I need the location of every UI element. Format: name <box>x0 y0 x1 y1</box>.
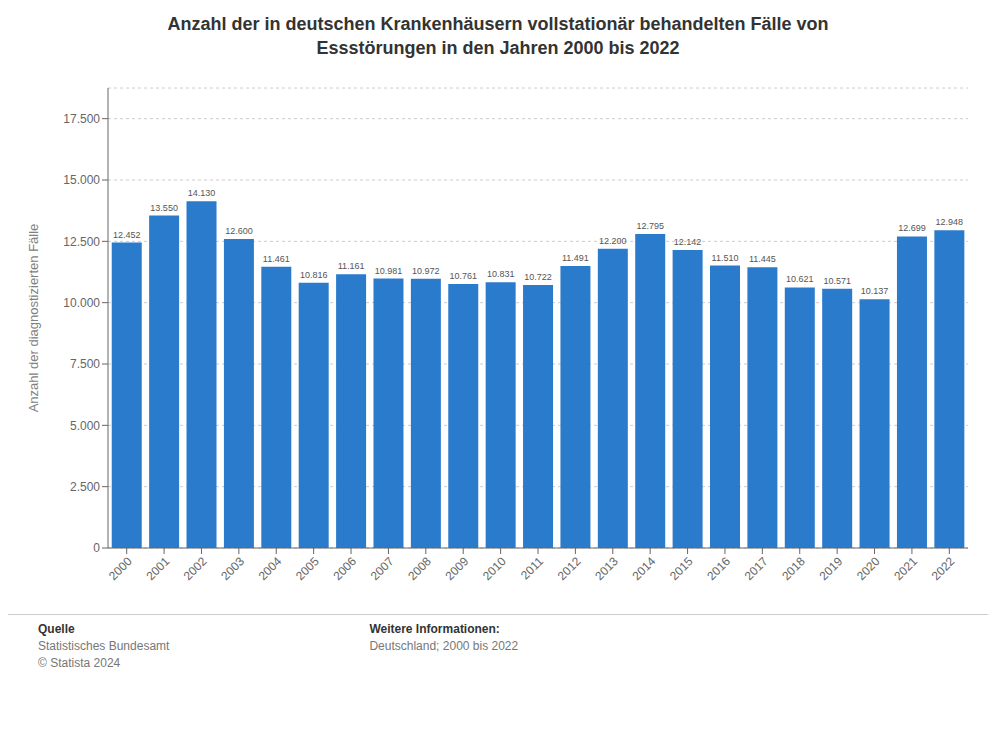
svg-text:2018: 2018 <box>779 554 808 583</box>
svg-text:15.000: 15.000 <box>63 173 100 187</box>
svg-text:2008: 2008 <box>405 554 434 583</box>
svg-text:0: 0 <box>93 541 100 555</box>
html-text:Quelle: Quelle <box>38 622 75 636</box>
svg-text:12.600: 12.600 <box>225 226 253 236</box>
svg-text:10.621: 10.621 <box>786 274 814 284</box>
svg-text:2001: 2001 <box>143 554 172 583</box>
svg-text:2010: 2010 <box>480 554 509 583</box>
svg-text:12.948: 12.948 <box>936 217 964 227</box>
svg-text:10.571: 10.571 <box>823 276 851 286</box>
svg-text:13.550: 13.550 <box>150 203 178 213</box>
svg-text:2002: 2002 <box>181 554 210 583</box>
svg-text:10.972: 10.972 <box>412 266 440 276</box>
svg-text:5.000: 5.000 <box>70 419 100 433</box>
svg-text:2012: 2012 <box>555 554 584 583</box>
svg-text:10.831: 10.831 <box>487 269 515 279</box>
svg-text:12.699: 12.699 <box>898 223 926 233</box>
html-text:© Statista 2024: © Statista 2024 <box>38 656 121 670</box>
svg-text:10.137: 10.137 <box>861 286 889 296</box>
svg-text:2015: 2015 <box>667 554 696 583</box>
html-text:Weitere Informationen:: Weitere Informationen: <box>369 622 500 636</box>
html-text:Statistisches Bundesamt: Statistisches Bundesamt <box>38 639 170 653</box>
svg-text:Anzahl der diagnostizierten Fä: Anzahl der diagnostizierten Fälle <box>26 224 41 413</box>
svg-text:10.761: 10.761 <box>449 271 477 281</box>
svg-text:2004: 2004 <box>256 554 285 583</box>
svg-text:2013: 2013 <box>592 554 621 583</box>
html-text:Deutschland; 2000 bis 2022: Deutschland; 2000 bis 2022 <box>369 639 519 653</box>
svg-text:12.142: 12.142 <box>674 237 702 247</box>
svg-text:10.722: 10.722 <box>524 272 552 282</box>
svg-text:2006: 2006 <box>330 554 359 583</box>
svg-text:2017: 2017 <box>742 554 771 583</box>
svg-text:2003: 2003 <box>218 554 247 583</box>
svg-text:11.491: 11.491 <box>562 253 589 263</box>
svg-text:11.510: 11.510 <box>712 253 739 263</box>
svg-text:7.500: 7.500 <box>70 357 100 371</box>
svg-text:10.000: 10.000 <box>63 296 100 310</box>
svg-text:12.795: 12.795 <box>636 221 664 231</box>
svg-text:10.981: 10.981 <box>375 266 403 276</box>
svg-text:2016: 2016 <box>704 554 733 583</box>
svg-text:2014: 2014 <box>630 554 659 583</box>
svg-text:14.130: 14.130 <box>188 188 216 198</box>
svg-text:2019: 2019 <box>816 554 845 583</box>
svg-text:2005: 2005 <box>293 554 322 583</box>
html-text:Anzahl der in deutschen Kranke: Anzahl der in deutschen Krankenhäusern v… <box>167 14 829 58</box>
svg-text:11.445: 11.445 <box>749 254 776 264</box>
svg-text:11.161: 11.161 <box>338 261 365 271</box>
svg-text:12.452: 12.452 <box>113 230 141 240</box>
svg-text:2.500: 2.500 <box>70 480 100 494</box>
svg-text:2000: 2000 <box>106 554 135 583</box>
svg-text:2007: 2007 <box>368 554 397 583</box>
svg-text:2022: 2022 <box>929 554 958 583</box>
svg-text:2020: 2020 <box>854 554 883 583</box>
svg-text:12.200: 12.200 <box>599 236 627 246</box>
svg-text:17.500: 17.500 <box>63 112 100 126</box>
svg-text:10.816: 10.816 <box>300 270 328 280</box>
svg-text:2021: 2021 <box>891 554 920 583</box>
svg-text:2011: 2011 <box>518 554 546 582</box>
svg-text:11.461: 11.461 <box>263 254 290 264</box>
svg-text:12.500: 12.500 <box>63 235 100 249</box>
svg-text:2009: 2009 <box>443 554 472 583</box>
